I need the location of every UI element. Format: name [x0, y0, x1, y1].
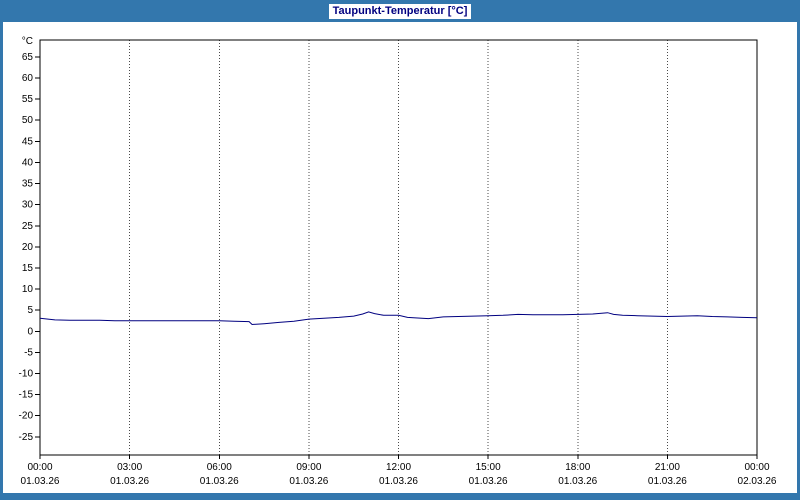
- x-tick-date-label: 01.03.26: [379, 476, 418, 487]
- y-tick-label: -20: [19, 411, 34, 422]
- x-tick-date-label: 01.03.26: [289, 476, 328, 487]
- y-tick-label: 65: [22, 52, 34, 63]
- y-axis-unit-label: °C: [22, 36, 33, 47]
- y-tick-label: 20: [22, 242, 34, 253]
- x-tick-date-label: 01.03.26: [21, 476, 60, 487]
- x-tick-date-label: 02.03.26: [738, 476, 777, 487]
- x-tick-date-label: 01.03.26: [648, 476, 687, 487]
- x-tick-time-label: 15:00: [476, 462, 501, 473]
- y-tick-label: 55: [22, 94, 34, 105]
- y-tick-label: 60: [22, 73, 34, 84]
- x-tick-time-label: 21:00: [655, 462, 680, 473]
- y-tick-label: -25: [19, 432, 34, 443]
- y-tick-label: 25: [22, 221, 34, 232]
- y-tick-label: 35: [22, 179, 34, 190]
- x-tick-time-label: 09:00: [296, 462, 321, 473]
- x-tick-time-label: 18:00: [565, 462, 590, 473]
- x-tick-time-label: 00:00: [27, 462, 52, 473]
- x-tick-time-label: 12:00: [386, 462, 411, 473]
- chart-title: Taupunkt-Temperatur [°C]: [328, 3, 472, 19]
- x-tick-time-label: 00:00: [744, 462, 769, 473]
- y-tick-label: 45: [22, 136, 34, 147]
- x-tick-date-label: 01.03.26: [558, 476, 597, 487]
- plot-border: [39, 39, 758, 456]
- y-tick-label: 0: [27, 326, 33, 337]
- y-tick-label: 30: [22, 200, 34, 211]
- y-tick-label: 5: [27, 305, 33, 316]
- y-tick-label: 10: [22, 284, 34, 295]
- x-tick-time-label: 03:00: [117, 462, 142, 473]
- y-tick-label: 40: [22, 157, 34, 168]
- y-tick-label: 15: [22, 263, 34, 274]
- chart-area: 00:00 01.03.26 03:00 01.03.26 06:00 01.03.26 0…: [3, 22, 797, 493]
- x-tick-date-label: 01.03.26: [110, 476, 149, 487]
- y-tick-label: -15: [19, 390, 34, 401]
- y-tick-label: -5: [24, 347, 33, 358]
- x-tick-date-label: 01.03.26: [469, 476, 508, 487]
- y-tick-label: -10: [19, 369, 34, 380]
- dewpoint-temperature-line: [39, 311, 758, 326]
- x-tick-time-label: 06:00: [207, 462, 232, 473]
- y-tick-label: 50: [22, 115, 34, 126]
- x-tick-date-label: 01.03.26: [200, 476, 239, 487]
- title-bar: Taupunkt-Temperatur [°C]: [3, 0, 797, 22]
- line-chart: 00:00 01.03.26 03:00 01.03.26 06:00 01.03.26 0…: [19, 36, 777, 487]
